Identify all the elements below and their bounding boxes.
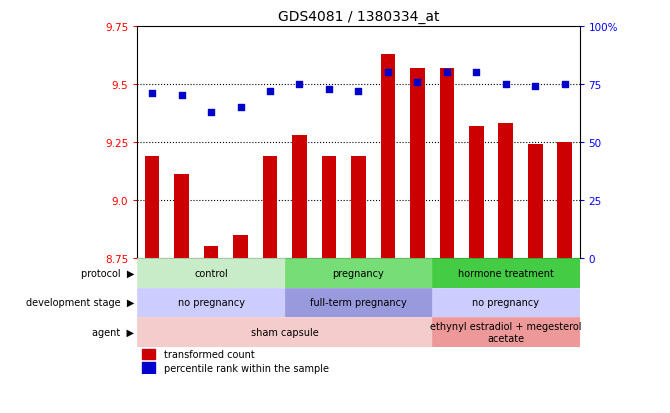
Text: transformed count: transformed count — [164, 349, 255, 360]
Bar — [469, 126, 484, 258]
Text: development stage  ▶: development stage ▶ — [25, 298, 134, 308]
Bar — [285, 288, 432, 318]
Bar — [233, 235, 248, 258]
Bar — [174, 175, 189, 258]
Text: percentile rank within the sample: percentile rank within the sample — [164, 363, 329, 373]
Bar — [528, 145, 543, 258]
Text: agent  ▶: agent ▶ — [92, 328, 134, 337]
Point — [559, 81, 570, 88]
Bar — [410, 69, 425, 258]
Bar — [432, 288, 580, 318]
Point — [294, 81, 305, 88]
Text: hormone treatment: hormone treatment — [458, 268, 554, 278]
Text: no pregnancy: no pregnancy — [472, 298, 539, 308]
Bar — [322, 157, 336, 258]
Bar — [204, 247, 218, 258]
Point — [324, 86, 334, 93]
Bar — [137, 258, 285, 288]
Text: sham capsule: sham capsule — [251, 328, 319, 337]
Bar — [142, 363, 155, 373]
Point — [206, 109, 216, 116]
Point — [176, 93, 187, 100]
Text: full-term pregnancy: full-term pregnancy — [310, 298, 407, 308]
Bar — [432, 258, 580, 288]
Bar — [432, 318, 580, 347]
Bar — [145, 157, 159, 258]
Bar — [498, 124, 513, 258]
Point — [442, 70, 452, 76]
Point — [530, 84, 541, 90]
Bar — [285, 258, 432, 288]
Bar — [557, 142, 572, 258]
Bar — [381, 55, 395, 258]
Point — [353, 88, 364, 95]
Text: no pregnancy: no pregnancy — [178, 298, 245, 308]
Bar — [142, 349, 155, 359]
Point — [147, 90, 157, 97]
Point — [383, 70, 393, 76]
Text: protocol  ▶: protocol ▶ — [80, 268, 134, 278]
Text: control: control — [194, 268, 228, 278]
Point — [265, 88, 275, 95]
Bar — [351, 157, 366, 258]
Bar — [440, 69, 454, 258]
Bar — [137, 288, 285, 318]
Title: GDS4081 / 1380334_at: GDS4081 / 1380334_at — [277, 10, 440, 24]
Point — [235, 104, 246, 111]
Point — [500, 81, 511, 88]
Bar — [137, 318, 432, 347]
Text: ethynyl estradiol + megesterol
acetate: ethynyl estradiol + megesterol acetate — [430, 322, 582, 343]
Bar — [292, 135, 307, 258]
Point — [471, 70, 482, 76]
Point — [412, 79, 423, 85]
Bar — [263, 157, 277, 258]
Text: pregnancy: pregnancy — [332, 268, 385, 278]
